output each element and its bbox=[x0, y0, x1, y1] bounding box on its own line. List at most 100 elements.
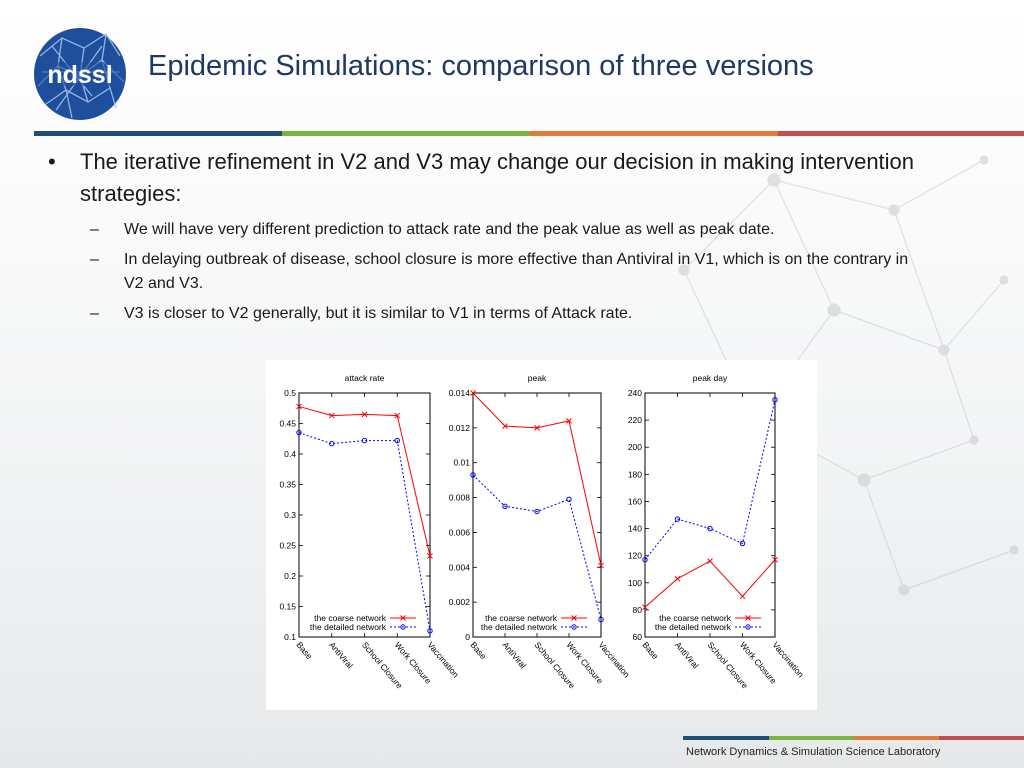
y-tick-label: 0.35 bbox=[279, 480, 296, 490]
x-tick-label: Vaccination bbox=[425, 640, 461, 680]
series-line-coarse bbox=[472, 392, 602, 566]
data-point-coarse bbox=[566, 418, 572, 424]
chart-title: peak bbox=[528, 373, 547, 383]
legend-label: the coarse network bbox=[659, 613, 732, 623]
y-tick-label: 200 bbox=[628, 442, 642, 452]
chart-panel-2: peak day 60 80 100 120 140 160 180 200 220 240 Base… bbox=[628, 373, 806, 691]
sub-bullet-marker: – bbox=[90, 221, 99, 238]
data-point-detailed bbox=[674, 516, 681, 522]
x-tick-label: AntiViral bbox=[327, 640, 355, 671]
ndssl-logo: ndssl bbox=[34, 28, 126, 120]
data-point-detailed bbox=[598, 616, 604, 623]
data-point-coarse bbox=[470, 390, 476, 396]
y-tick-label: 80 bbox=[633, 605, 643, 615]
slide-title: Epidemic Simulations: comparison of thre… bbox=[148, 50, 814, 82]
data-point-coarse bbox=[394, 412, 401, 419]
series-line-coarse bbox=[644, 559, 776, 608]
y-tick-label: 0.25 bbox=[279, 541, 296, 551]
y-tick-label: 0.15 bbox=[279, 602, 296, 612]
x-tick-label: Vaccination bbox=[596, 640, 632, 680]
data-point-coarse bbox=[427, 553, 433, 559]
legend-label: the coarse network bbox=[485, 613, 558, 623]
legend-marker bbox=[571, 615, 577, 621]
plot-frame bbox=[644, 392, 776, 638]
data-point-detailed bbox=[427, 628, 433, 634]
x-tick-label: AntiViral bbox=[500, 640, 528, 671]
data-point-detailed bbox=[772, 397, 778, 403]
y-tick-label: 0.3 bbox=[284, 510, 296, 520]
bullet-marker: • bbox=[48, 149, 56, 174]
data-point-detailed bbox=[707, 525, 713, 532]
y-tick-label: 0.004 bbox=[449, 562, 471, 572]
y-tick-label: 60 bbox=[633, 632, 643, 642]
sub-bullet-item: – In delaying outbreak of disease, schoo… bbox=[48, 248, 948, 296]
plot-frame bbox=[298, 392, 431, 638]
y-tick-label: 0.002 bbox=[449, 597, 471, 607]
sub-bullet-text: V3 is closer to V2 generally, but it is … bbox=[124, 305, 633, 322]
legend-label: the coarse network bbox=[314, 613, 387, 623]
data-point-coarse bbox=[739, 593, 746, 600]
footer-divider bbox=[683, 736, 1024, 740]
y-tick-label: 0.014 bbox=[449, 388, 471, 398]
sub-bullet-text: In delaying outbreak of disease, school … bbox=[124, 251, 909, 292]
y-tick-label: 0.45 bbox=[279, 419, 296, 429]
logo-text: ndssl bbox=[47, 61, 112, 89]
y-tick-label: 0.006 bbox=[449, 527, 471, 537]
data-point-detailed bbox=[502, 503, 508, 509]
x-tick-label: Vaccination bbox=[770, 640, 806, 680]
data-point-detailed bbox=[642, 557, 648, 563]
data-point-detailed bbox=[394, 437, 400, 444]
y-tick-label: 160 bbox=[628, 496, 642, 506]
data-point-coarse bbox=[707, 558, 713, 564]
sub-bullet-item: – We will have very different prediction… bbox=[48, 218, 948, 242]
x-tick-label: Base bbox=[640, 640, 660, 661]
x-tick-label: Base bbox=[294, 640, 314, 661]
data-point-coarse bbox=[642, 604, 648, 611]
title-divider bbox=[34, 131, 1024, 136]
data-point-coarse bbox=[328, 412, 335, 419]
chart-title: attack rate bbox=[345, 373, 385, 383]
data-point-coarse bbox=[296, 403, 302, 410]
charts-svg: attack rate 0.1 0.15 0.2 0.25 0.3 0.35 0.4 0.45 0… bbox=[279, 373, 806, 691]
y-tick-label: 240 bbox=[628, 388, 642, 398]
sub-bullet-marker: – bbox=[90, 305, 99, 322]
bullet-item: • The iterative refinement in V2 and V3 … bbox=[48, 146, 948, 210]
data-point-detailed bbox=[470, 472, 476, 478]
x-tick-label: Base bbox=[468, 640, 488, 661]
sub-bullet-text: We will have very different prediction t… bbox=[124, 221, 775, 238]
data-point-coarse bbox=[772, 556, 778, 563]
data-point-coarse bbox=[674, 575, 681, 582]
chart-title: peak day bbox=[693, 373, 728, 383]
legend-marker bbox=[745, 624, 751, 630]
footer-lab-name: Network Dynamics & Simulation Science La… bbox=[686, 746, 941, 758]
y-tick-label: 100 bbox=[628, 578, 642, 588]
legend-marker bbox=[745, 615, 751, 621]
sub-bullet-marker: – bbox=[90, 251, 99, 268]
data-point-detailed bbox=[739, 540, 746, 547]
series-line-detailed bbox=[644, 399, 776, 561]
chart-panel-1: peak 0 0.002 0.004 0.006 0.008 0.01 0.012 0.014 B… bbox=[449, 373, 632, 691]
data-point-coarse bbox=[502, 423, 508, 429]
y-tick-label: 0.008 bbox=[449, 493, 471, 503]
data-point-detailed bbox=[329, 440, 335, 447]
legend-marker bbox=[400, 615, 406, 621]
y-tick-label: 0.5 bbox=[284, 388, 296, 398]
legend-marker bbox=[400, 624, 406, 630]
legend-marker bbox=[571, 624, 577, 630]
data-point-detailed bbox=[296, 429, 302, 436]
y-tick-label: 0.2 bbox=[284, 571, 296, 581]
series-line-detailed bbox=[298, 432, 431, 631]
data-point-detailed bbox=[361, 437, 368, 444]
data-point-coarse bbox=[361, 411, 368, 418]
data-point-detailed bbox=[534, 508, 540, 515]
y-tick-label: 0.1 bbox=[284, 632, 296, 642]
data-point-detailed bbox=[566, 496, 572, 503]
legend-label: the detailed network bbox=[310, 622, 387, 632]
bullet-text: The iterative refinement in V2 and V3 ma… bbox=[80, 149, 915, 206]
series-line-detailed bbox=[472, 474, 602, 620]
legend-label: the detailed network bbox=[655, 622, 732, 632]
y-tick-label: 220 bbox=[628, 415, 642, 425]
comparison-chart-figure: attack rate 0.1 0.15 0.2 0.25 0.3 0.35 0.4 0.45 0… bbox=[266, 360, 817, 710]
y-tick-label: 180 bbox=[628, 469, 642, 479]
series-line-coarse bbox=[298, 405, 431, 556]
